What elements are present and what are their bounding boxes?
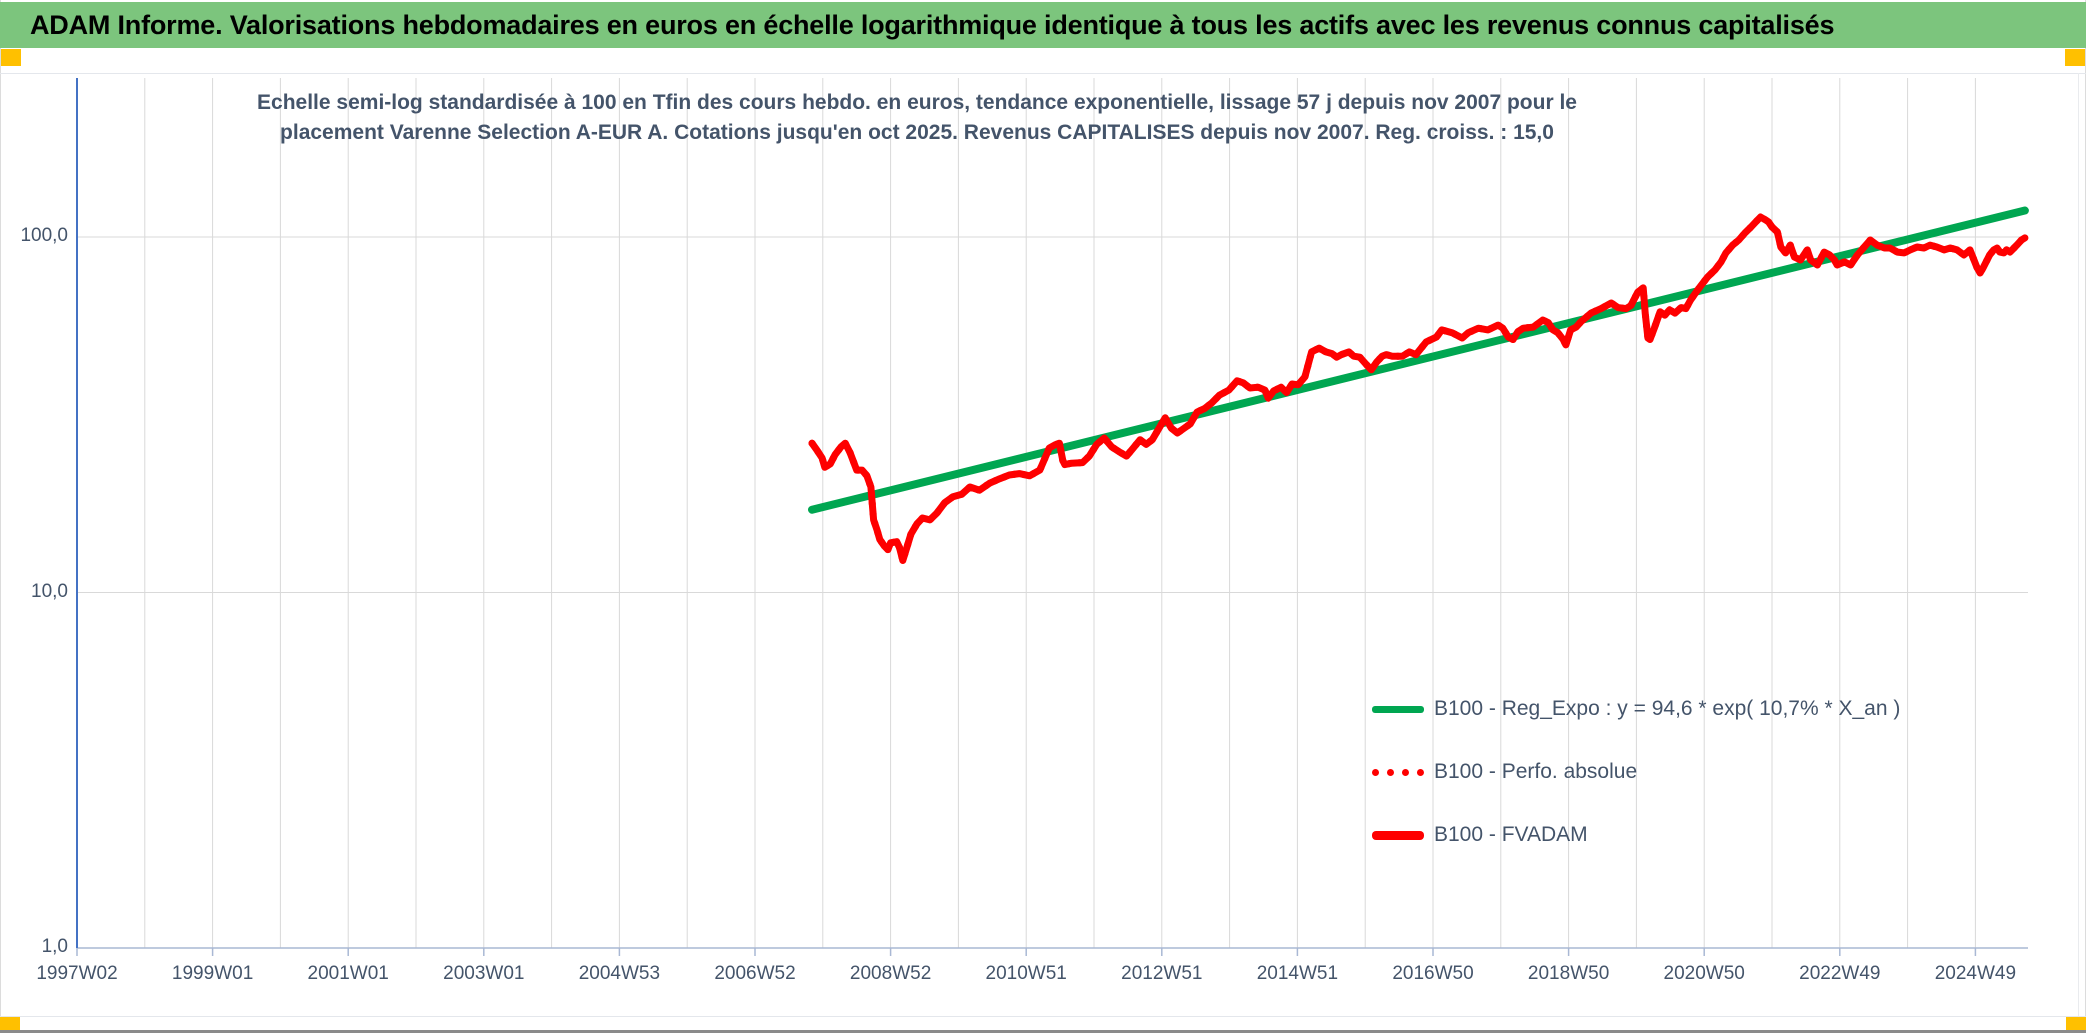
x-tick-label: 2020W50 [1663,963,1745,984]
x-tick-label: 2008W52 [849,963,932,984]
page-title: ADAM Informe. Valorisations hebdomadaire… [30,9,1835,40]
legend-label: B100 - Reg_Expo : y = 94,6 * exp( 10,7% … [1434,697,1901,720]
chart-area-top-border [0,73,2086,74]
series-line-perfo-absolue[interactable] [808,213,2029,564]
legend-label: B100 - Perfo. absolue [1434,760,1638,783]
x-tick-label: 2016W50 [1392,963,1474,984]
legend-item-fvadam[interactable]: B100 - FVADAM [1372,818,1900,852]
x-tick-label: 2024W49 [1934,963,2017,984]
corner-accent-top-right [2065,49,2085,66]
x-tick-label: 1999W01 [171,963,254,984]
x-tick-label: 2001W01 [307,963,389,984]
y-tick-label: 100,0 [20,225,68,246]
legend-item-perfo-absolue[interactable]: B100 - Perfo. absolue [1372,755,1900,789]
legend-label: B100 - FVADAM [1434,823,1588,846]
legend-item-reg-expo[interactable]: B100 - Reg_Expo : y = 94,6 * exp( 10,7% … [1372,692,1900,726]
x-tick-label: 2022W49 [1799,963,1881,984]
corner-accent-bottom-right [2066,1017,2086,1033]
trend-line-marker-icon [1372,705,1424,713]
chart-area-right-border [2078,73,2079,1016]
x-tick-label: 2014W51 [1256,963,1339,984]
x-tick-label: 2004W53 [578,963,661,984]
chart-title-line2: placement Varenne Selection A-EUR A. Cot… [280,121,1554,144]
x-tick-label: 2012W51 [1121,963,1203,984]
y-tick-label: 10,0 [31,580,68,602]
series-line-fvadam[interactable] [808,213,2029,564]
page-left-border [0,0,1,1033]
chart-title: Echelle semi-log standardisée à 100 en T… [77,88,1757,148]
chart-title-line1: Echelle semi-log standardisée à 100 en T… [257,91,1577,114]
x-tick-label: 2003W01 [443,963,525,984]
legend: B100 - Reg_Expo : y = 94,6 * exp( 10,7% … [1372,692,1900,881]
trend-line-reg-expo[interactable] [808,206,2029,514]
corner-accent-top-left [1,49,21,66]
corner-accent-bottom-left [0,1017,20,1033]
x-tick-label: 2018W50 [1527,963,1610,984]
series-line-marker-icon [1372,830,1424,840]
x-tick-label: 1997W02 [36,963,118,984]
dotted-line-marker-icon [1372,768,1424,776]
y-tick-label: 1,0 [41,936,68,957]
chart-area-bottom-border [0,1016,2086,1017]
x-tick-label: 2010W51 [985,963,1067,984]
title-bar: ADAM Informe. Valorisations hebdomadaire… [0,2,2086,48]
page-bottom-border [0,1030,2086,1033]
x-tick-label: 2006W52 [714,963,796,984]
